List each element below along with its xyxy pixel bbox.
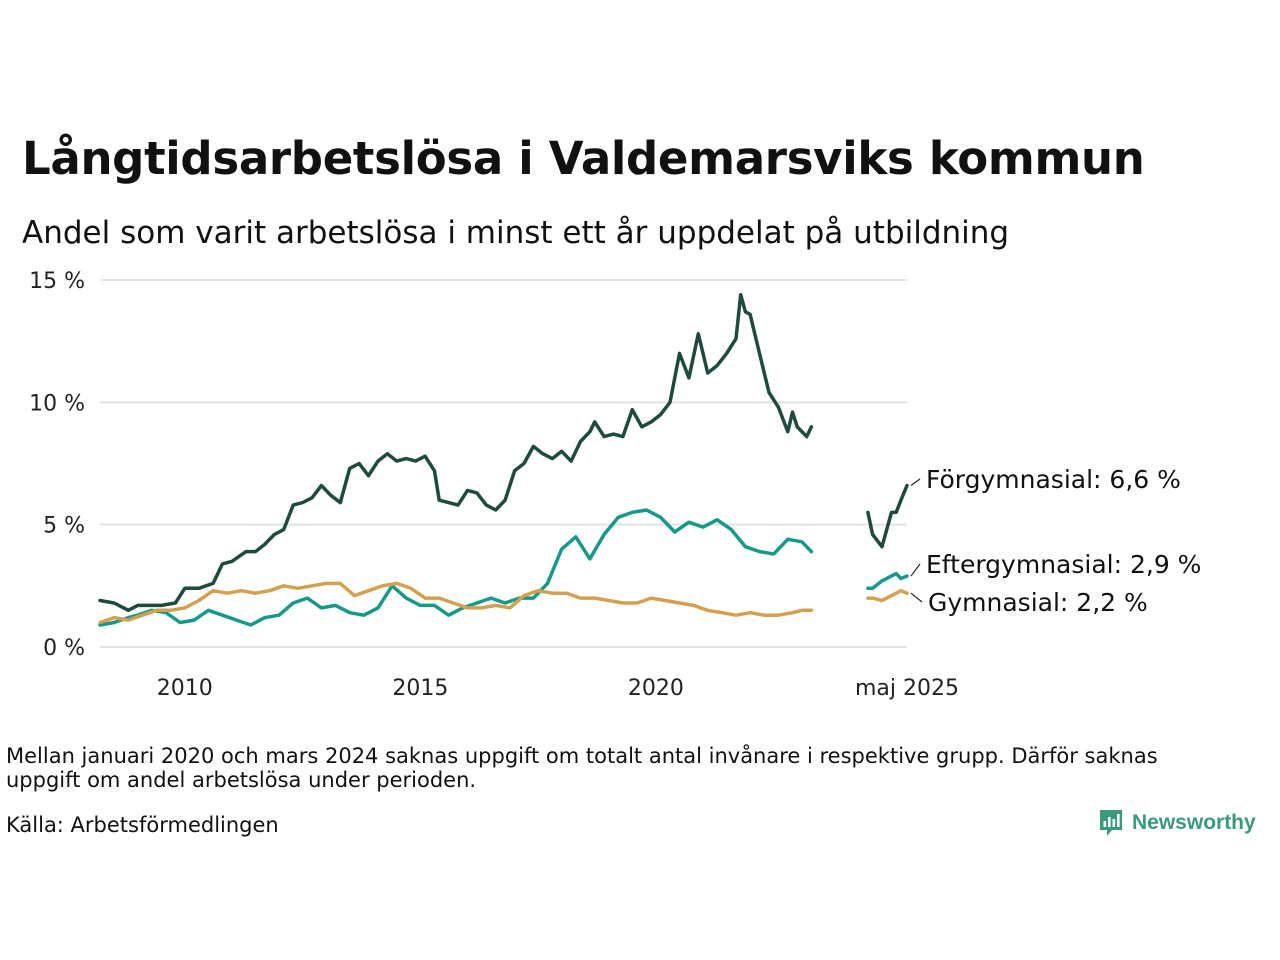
leader-line: [910, 592, 923, 603]
x-tick-label: 2010: [157, 676, 213, 701]
series-lines: [98, 292, 909, 627]
series-end-label: Gymnasial: 2,2 %: [928, 588, 1148, 617]
logo-text: Newsworthy: [1132, 811, 1256, 834]
y-axis-ticks: 0 % 5 % 10 % 15 %: [29, 269, 85, 661]
leader-line: [910, 563, 921, 577]
y-tick-label: 0 %: [43, 636, 85, 661]
series-line-förgymnasial: [866, 483, 909, 549]
x-tick-label: 2020: [628, 676, 684, 701]
end-labels: Förgymnasial: 6,6 % Eftergymnasial: 2,9 %…: [910, 465, 1201, 617]
chart-subtitle: Andel som varit arbetslösa i minst ett å…: [22, 215, 1010, 251]
source-text: Källa: Arbetsförmedlingen: [6, 813, 279, 837]
series-end-label: Eftergymnasial: 2,9 %: [926, 550, 1201, 579]
y-tick-label: 5 %: [43, 514, 85, 539]
chart-title: Långtidsarbetslösa i Valdemarsviks kommu…: [22, 132, 1145, 185]
series-line-gymnasial: [866, 588, 909, 603]
y-tick-label: 15 %: [29, 269, 85, 294]
footnote: Mellan januari 2020 och mars 2024 saknas…: [6, 744, 1158, 792]
y-tick-label: 10 %: [29, 391, 85, 416]
gridlines: [100, 279, 907, 648]
series-line-förgymnasial: [98, 292, 814, 613]
newsworthy-logo-icon: [1100, 810, 1122, 836]
series-line-eftergymnasial: [866, 571, 909, 591]
series-line-eftergymnasial: [98, 508, 814, 627]
series-end-label: Förgymnasial: 6,6 %: [926, 465, 1181, 494]
x-tick-label: maj 2025: [855, 676, 959, 701]
x-axis-ticks: 2010 2015 2020 maj 2025: [157, 676, 959, 701]
leader-line: [910, 478, 921, 487]
x-tick-label: 2015: [392, 676, 448, 701]
line-chart: 0 % 5 % 10 % 15 % 2010 2015 2020 maj 2025 Förg…: [29, 269, 1201, 701]
newsworthy-logo: Newsworthy: [1098, 808, 1256, 838]
series-line-gymnasial: [98, 581, 814, 625]
